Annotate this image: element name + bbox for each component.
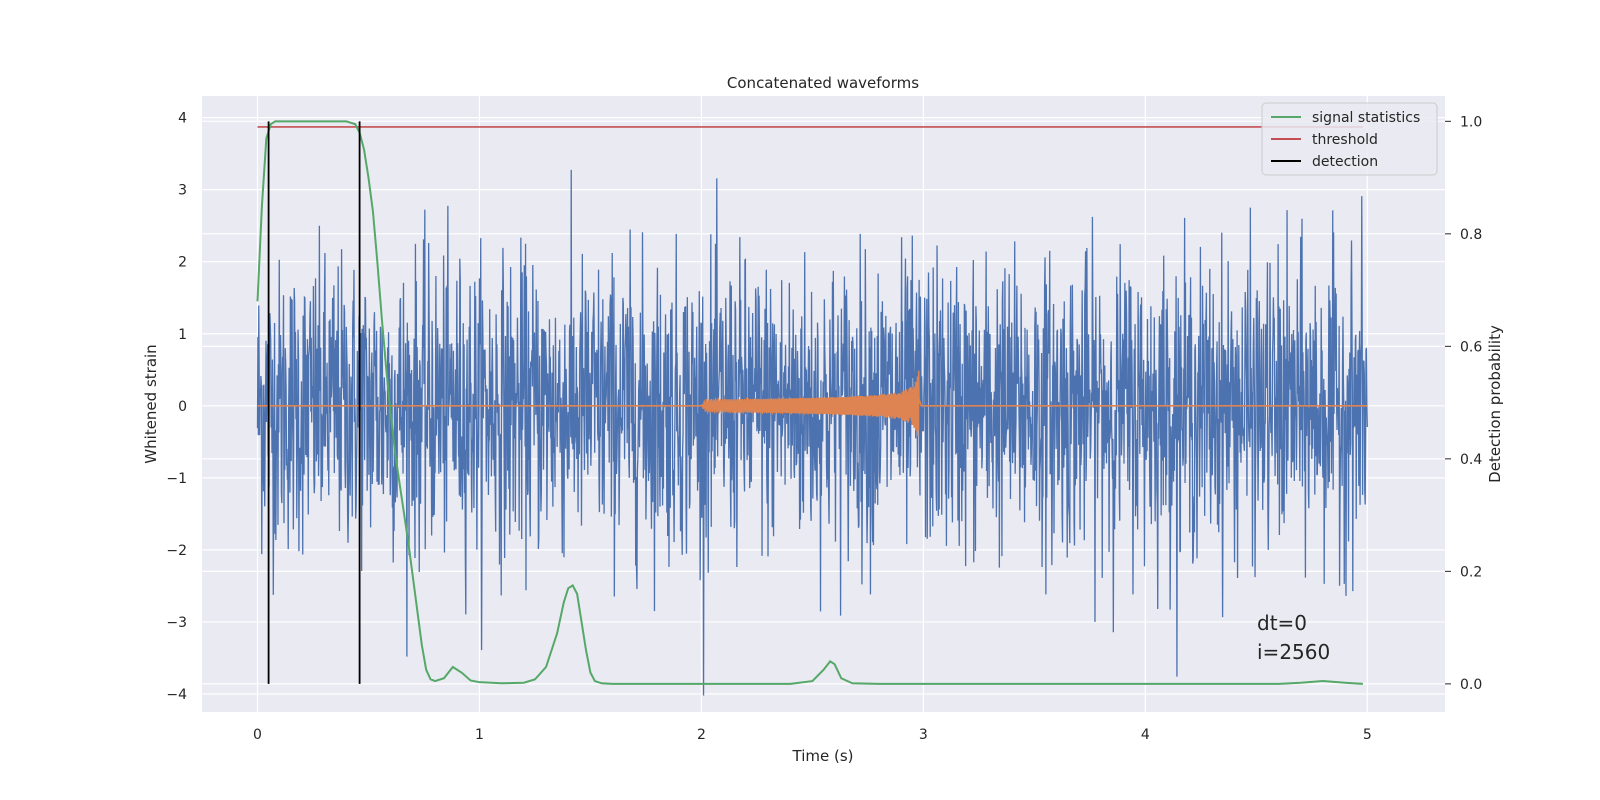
x-tick-label: 1 bbox=[475, 727, 484, 743]
y-axis-label: Whitened strain bbox=[142, 344, 160, 463]
chart-title: Concatenated waveforms bbox=[727, 74, 919, 92]
x-tick-label: 2 bbox=[697, 727, 706, 743]
y-tick-label: −1 bbox=[166, 471, 187, 487]
x-tick-label: 5 bbox=[1363, 727, 1372, 743]
data-layer bbox=[256, 120, 1368, 696]
y-tick-label: −3 bbox=[166, 615, 187, 631]
waveform-series-line bbox=[257, 370, 1368, 436]
x-axis-label: Time (s) bbox=[792, 747, 854, 765]
x-tick-label: 0 bbox=[253, 727, 262, 743]
y-tick-label-right: 0.0 bbox=[1460, 677, 1482, 693]
y-tick-label: −2 bbox=[166, 543, 187, 559]
y-tick-label-right: 0.4 bbox=[1460, 452, 1482, 468]
strain-series-line bbox=[256, 169, 1368, 696]
y-axis-label-right: Detection probability bbox=[1486, 325, 1504, 483]
y-tick-label: 2 bbox=[178, 255, 187, 271]
x-tick-label: 4 bbox=[1141, 727, 1150, 743]
y-tick-label-right: 1.0 bbox=[1460, 114, 1482, 130]
y-tick-label-right: 0.2 bbox=[1460, 564, 1482, 580]
legend-label-threshold: threshold bbox=[1312, 132, 1378, 148]
legend-box bbox=[1261, 102, 1438, 176]
y-tick-label-right: 0.6 bbox=[1460, 339, 1482, 355]
y-tick-label: 1 bbox=[178, 327, 187, 343]
y-tick-label: 0 bbox=[178, 399, 187, 415]
y-tick-label: 3 bbox=[178, 183, 187, 199]
x-tick-label: 3 bbox=[919, 727, 928, 743]
legend: signal statistics threshold detection bbox=[1261, 102, 1438, 176]
legend-label-detection: detection bbox=[1312, 154, 1378, 170]
y-tick-label-right: 0.8 bbox=[1460, 227, 1482, 243]
y-tick-label: 4 bbox=[178, 111, 187, 127]
annotation-dt: dt=0 bbox=[1257, 611, 1307, 635]
annotation-i: i=2560 bbox=[1257, 640, 1330, 664]
y-tick-label: −4 bbox=[166, 687, 187, 703]
ticks-layer: 0 1 2 3 4 5 −4 −3 −2 −1 0 1 2 3 4 0.0 0.2 0.4 0.6 0.8 1.0 bbox=[166, 111, 1482, 743]
legend-label-signal-statistics: signal statistics bbox=[1312, 110, 1420, 126]
